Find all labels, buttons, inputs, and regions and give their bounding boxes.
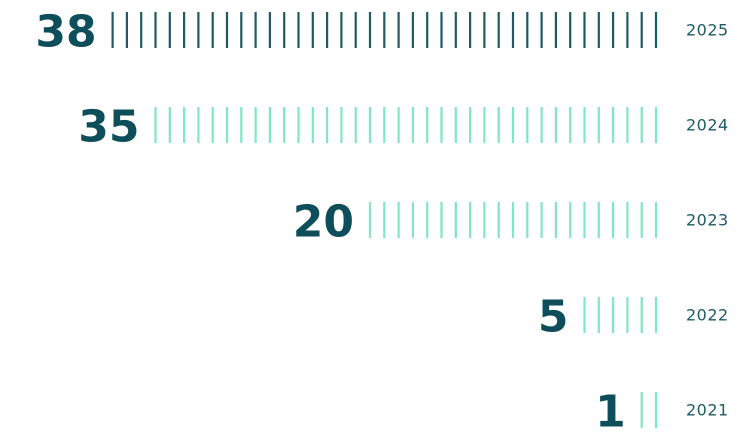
bar (583, 297, 658, 333)
value-label: 35 (78, 102, 139, 153)
category-label: 2025 (686, 21, 729, 40)
value-label: 38 (35, 7, 96, 58)
category-label: 2023 (686, 211, 729, 230)
bar (154, 107, 658, 143)
category-label: 2024 (686, 116, 729, 135)
bar (111, 12, 658, 48)
value-label: 5 (538, 292, 569, 343)
category-label: 2022 (686, 306, 729, 325)
value-label: 1 (595, 387, 626, 434)
category-label: 2021 (686, 401, 729, 420)
bar (640, 392, 658, 428)
value-label: 20 (293, 197, 354, 248)
bar (368, 202, 658, 238)
